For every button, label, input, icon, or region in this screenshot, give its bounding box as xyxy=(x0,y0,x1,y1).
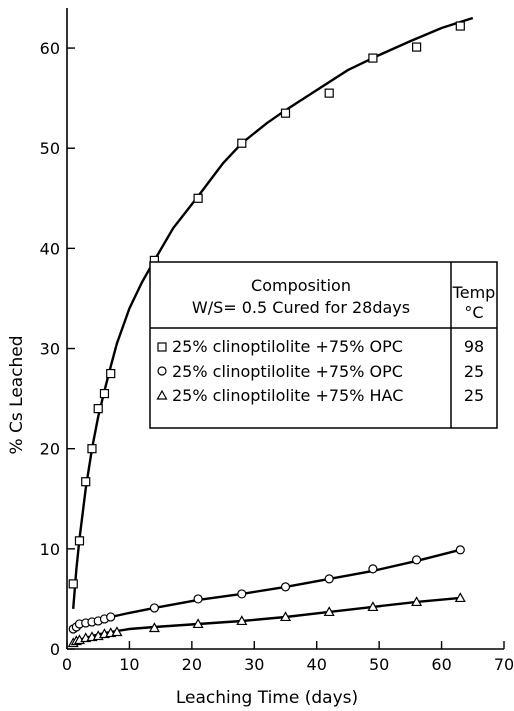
x-tick-label: 10 xyxy=(119,655,139,674)
circle-point xyxy=(106,612,116,622)
square-point xyxy=(455,21,465,31)
square-point xyxy=(68,579,78,589)
y-tick-label: 30 xyxy=(40,340,60,359)
legend-temp-unit: °C xyxy=(464,303,483,322)
legend-circle-marker xyxy=(157,366,167,376)
triangle-point xyxy=(367,601,379,612)
triangle-point xyxy=(148,622,160,633)
triangle-point xyxy=(279,611,292,622)
legend-entry-label: 25% clinoptilolite +75% HAC xyxy=(172,386,403,405)
y-tick-label: 10 xyxy=(40,540,60,559)
circle-point xyxy=(412,555,422,565)
legend-composition-title: Composition xyxy=(251,276,351,295)
circle-point xyxy=(237,589,247,599)
square-point xyxy=(99,389,110,399)
triangle-point xyxy=(111,626,123,637)
x-tick-label: 0 xyxy=(62,655,72,674)
circle-point xyxy=(455,545,465,555)
square-point xyxy=(280,108,291,118)
triangle-point xyxy=(411,596,423,607)
legend-entry-temp: 98 xyxy=(464,337,484,356)
triangle-point xyxy=(236,615,248,626)
axes: 0 10 20 30 40 50 60 70 0 10 20 30 40 50 60 xyxy=(40,8,514,674)
circle-point xyxy=(368,564,378,574)
square-point xyxy=(106,368,116,379)
square-point xyxy=(324,88,334,98)
circle-point xyxy=(280,582,291,592)
square-point xyxy=(412,42,422,52)
legend-triangle-marker xyxy=(156,389,168,400)
x-tick-label: 60 xyxy=(431,655,451,674)
legend-temp-title: Temp xyxy=(452,283,496,302)
legend: Composition W/S= 0.5 Cured for 28days Te… xyxy=(149,261,498,429)
x-tick-label: 30 xyxy=(244,655,264,674)
data-points xyxy=(67,21,466,648)
x-tick-label: 40 xyxy=(307,655,327,674)
fit-curve-triangle xyxy=(72,596,461,646)
y-tick-label: 50 xyxy=(40,139,60,158)
square-point xyxy=(74,536,85,546)
circle-point xyxy=(149,603,159,613)
legend-composition-subtitle: W/S= 0.5 Cured for 28days xyxy=(192,298,410,317)
legend-square-marker xyxy=(157,342,167,352)
x-tick-label: 70 xyxy=(494,655,514,674)
y-tick-label: 0 xyxy=(50,640,60,659)
circle-point xyxy=(193,594,203,604)
triangle-point xyxy=(323,606,335,617)
triangle-point xyxy=(454,592,466,603)
x-axis-label: Leaching Time (days) xyxy=(176,688,358,708)
square-point xyxy=(93,404,103,414)
legend-entry-label: 25% clinoptilolite +75% OPC xyxy=(172,337,403,356)
square-point xyxy=(368,53,378,63)
y-axis-label: % Cs Leached xyxy=(7,335,27,454)
y-tick-label: 20 xyxy=(40,440,60,459)
x-tick-label: 50 xyxy=(369,655,389,674)
square-point xyxy=(193,193,203,203)
legend-box xyxy=(149,261,498,429)
square-point xyxy=(237,138,247,148)
square-point xyxy=(87,444,97,454)
legend-entry-label: 25% clinoptilolite +75% OPC xyxy=(172,362,403,381)
y-tick-label: 60 xyxy=(40,39,60,58)
fit-curve-square xyxy=(72,16,474,609)
circle-point xyxy=(324,574,334,584)
x-tick-label: 20 xyxy=(182,655,202,674)
triangle-point xyxy=(192,618,204,629)
y-tick-label: 40 xyxy=(40,239,60,258)
legend-entry-temp: 25 xyxy=(464,386,484,405)
legend-entry-temp: 25 xyxy=(464,362,484,381)
square-point xyxy=(81,477,91,487)
